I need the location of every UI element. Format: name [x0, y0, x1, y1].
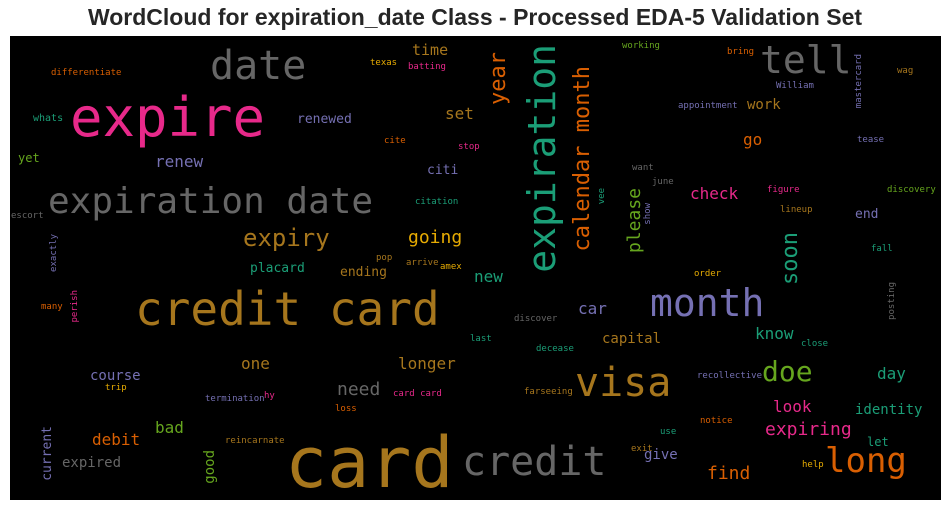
- word-amex: amex: [440, 262, 462, 272]
- word-william: William: [776, 81, 814, 91]
- word-use: use: [660, 427, 677, 437]
- word-working: working: [622, 41, 660, 51]
- word-please: please: [624, 188, 645, 254]
- word-exit: exit: [631, 444, 653, 454]
- word-june: june: [652, 177, 674, 187]
- word-capital: capital: [602, 331, 662, 347]
- word-tell: tell: [760, 38, 852, 82]
- word-check: check: [690, 184, 739, 203]
- chart-title: WordCloud for expiration_date Class - Pr…: [87, 4, 863, 30]
- word-good: good: [202, 450, 218, 484]
- word-time: time: [412, 41, 449, 59]
- word-tease: tease: [857, 135, 885, 145]
- word-set: set: [445, 104, 474, 123]
- word-perish: perish: [70, 290, 80, 323]
- word-many: many: [41, 302, 63, 312]
- word-need: need: [337, 379, 381, 400]
- word-order: order: [694, 269, 722, 279]
- word-wag: wag: [897, 66, 914, 76]
- word-expired: expired: [62, 455, 122, 471]
- word-differentiate: differentiate: [51, 68, 122, 78]
- word-help: help: [802, 460, 824, 470]
- word-let: let: [867, 435, 889, 449]
- word-last: last: [470, 334, 492, 344]
- word-credit: credit: [462, 439, 607, 485]
- word-going: going: [408, 227, 463, 248]
- word-citi: citi: [427, 163, 459, 178]
- word-find: find: [707, 463, 751, 484]
- word-trip: trip: [105, 383, 127, 393]
- word-vee: vee: [597, 188, 607, 205]
- word-discovery: discovery: [887, 185, 936, 195]
- word-want: want: [632, 163, 654, 173]
- word-soon: soon: [778, 232, 803, 285]
- word-discover: discover: [514, 314, 558, 324]
- word-close: close: [801, 339, 829, 349]
- word-bad: bad: [155, 418, 184, 437]
- word-appointment: appointment: [678, 101, 738, 111]
- word-stop: stop: [458, 142, 480, 152]
- word-show: show: [643, 203, 653, 225]
- word-loss: loss: [335, 404, 357, 414]
- word-year: year: [486, 52, 511, 105]
- word-citation: citation: [415, 197, 459, 207]
- word-go: go: [743, 130, 763, 149]
- word-doe: doe: [762, 355, 813, 388]
- word-current: current: [40, 426, 55, 481]
- word-placard: placard: [250, 261, 305, 276]
- word-bring: bring: [727, 47, 755, 57]
- word-debit: debit: [92, 430, 141, 449]
- word-know: know: [755, 324, 794, 343]
- word-end: end: [855, 207, 879, 222]
- word-credit-card: credit card: [135, 282, 440, 336]
- word-lineup: lineup: [780, 205, 813, 215]
- word-expire: expire: [70, 86, 266, 149]
- word-mastercard: mastercard: [854, 54, 864, 109]
- word-whats: whats: [33, 113, 64, 124]
- word-termination: termination: [205, 394, 265, 404]
- word-expiry: expiry: [243, 224, 330, 252]
- word-decease: decease: [536, 344, 574, 354]
- word-arrive: arrive: [406, 258, 439, 268]
- word-recollective: recollective: [697, 371, 763, 381]
- word-pop: pop: [376, 253, 393, 263]
- word-give: give: [644, 447, 678, 463]
- word-renew: renew: [155, 152, 204, 171]
- word-renewed: renewed: [297, 112, 352, 127]
- word-reincarnate: reincarnate: [225, 436, 285, 446]
- word-new: new: [474, 267, 503, 286]
- word-work: work: [747, 97, 781, 113]
- word-exactly: exactly: [49, 234, 59, 272]
- word-fall: fall: [871, 244, 893, 254]
- word-escort: escort: [11, 211, 44, 221]
- word-texas: texas: [370, 58, 398, 68]
- word-batting: batting: [408, 62, 446, 72]
- word-visa: visa: [575, 360, 672, 406]
- word-car: car: [578, 299, 607, 318]
- word-identity: identity: [855, 402, 923, 418]
- word-hy: hy: [264, 391, 275, 401]
- word-one: one: [241, 354, 270, 373]
- word-notice: notice: [700, 416, 733, 426]
- word-calendar-month: calendar month: [570, 66, 595, 252]
- word-card: card: [285, 422, 454, 500]
- word-expiration-date: expiration date: [48, 181, 374, 222]
- word-figure: figure: [767, 185, 800, 195]
- word-long: long: [825, 441, 907, 481]
- word-expiring: expiring: [765, 419, 852, 440]
- word-posting: posting: [887, 282, 897, 320]
- word-cite: cite: [384, 136, 406, 146]
- word-day: day: [877, 364, 906, 383]
- word-date: date: [210, 43, 307, 89]
- word-course: course: [90, 368, 141, 384]
- wordcloud-canvas: card credit card expire expiration expiratio…: [10, 36, 941, 500]
- word-month: month: [650, 281, 765, 325]
- word-expiration: expiration: [520, 44, 564, 273]
- word-longer: longer: [398, 354, 456, 373]
- word-ending: ending: [340, 265, 387, 280]
- word-look: look: [773, 397, 812, 416]
- word-yet: yet: [18, 151, 40, 165]
- word-card-card: card card: [393, 389, 442, 399]
- word-farseeing: farseeing: [524, 387, 573, 397]
